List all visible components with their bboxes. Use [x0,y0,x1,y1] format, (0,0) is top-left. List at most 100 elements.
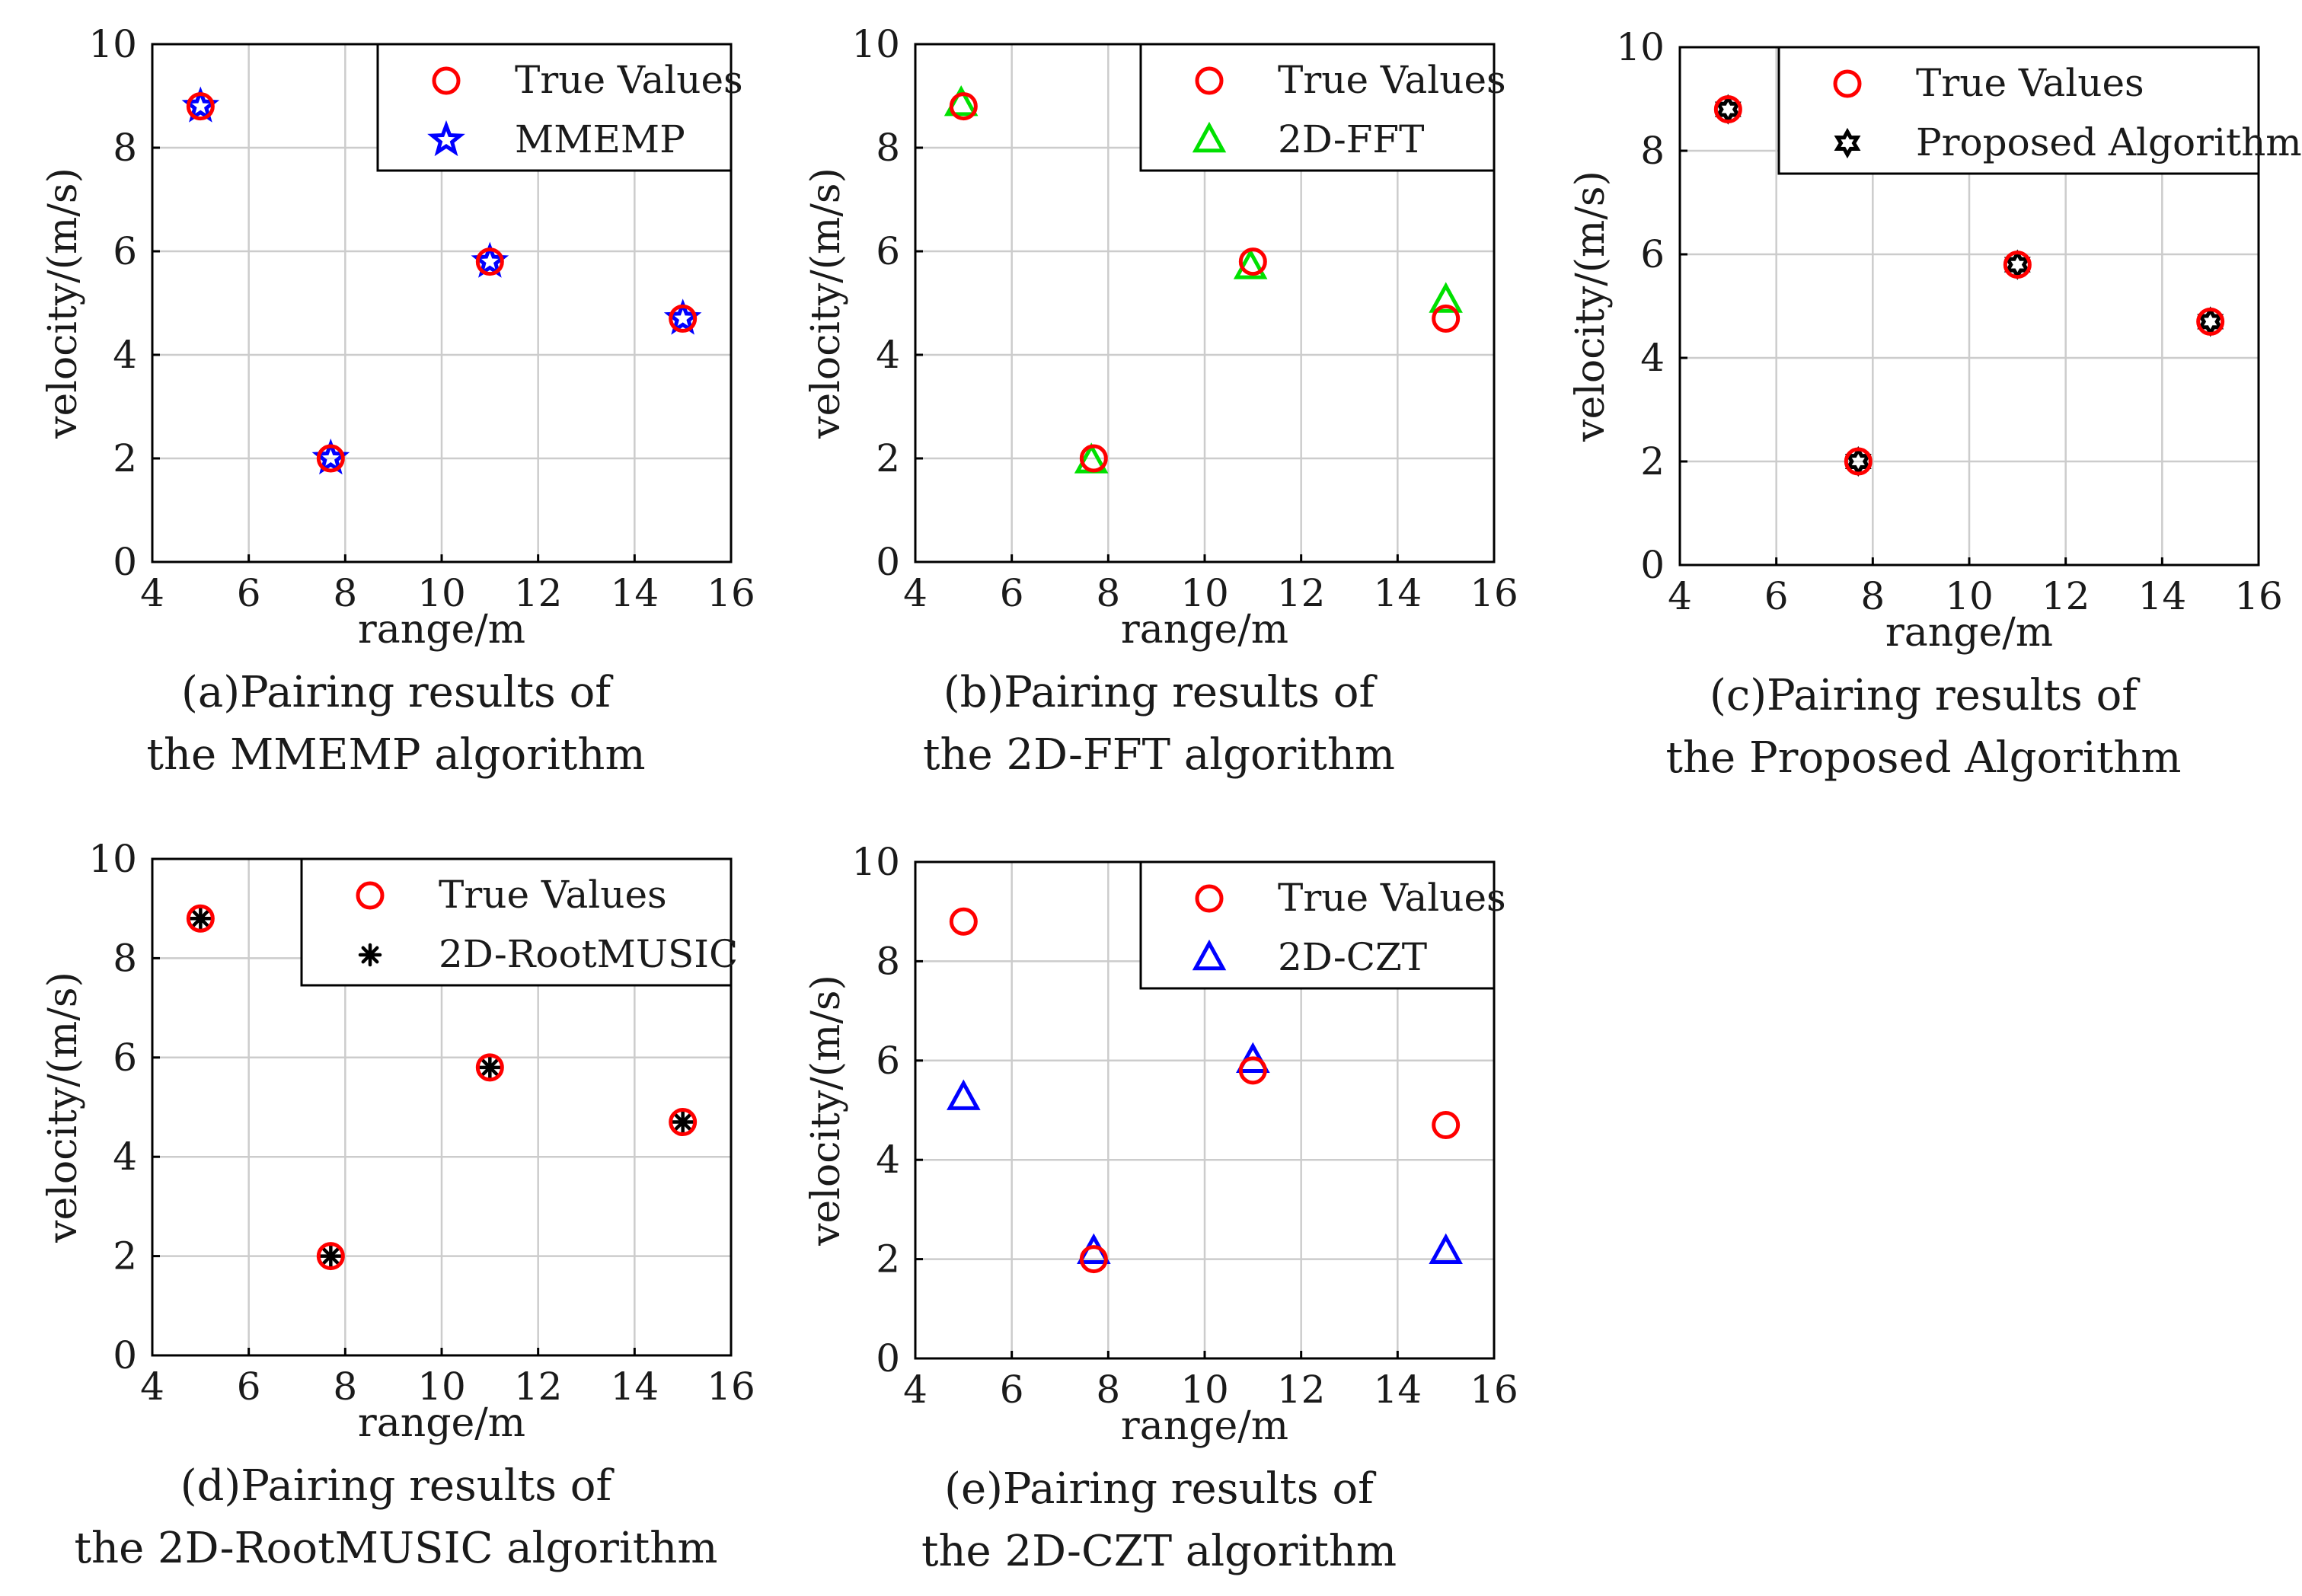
y-tick-label: 10 [88,837,137,881]
legend-label: 2D-CZT [1278,935,1427,979]
x-tick-label: 6 [237,1365,261,1409]
data-point [316,444,345,473]
x-tick-label: 10 [417,1365,466,1409]
x-tick-label: 14 [611,571,659,615]
data-point [475,1053,504,1082]
series-true-values [949,92,1461,473]
y-tick-label: 8 [113,126,137,170]
legend-box [1777,46,2260,175]
x-axis-label: range/m [1121,1403,1288,1449]
data-point [1079,444,1108,473]
data-point [1233,248,1268,279]
y-tick-label: 8 [113,936,137,980]
x-tick-label: 10 [1180,1368,1229,1412]
data-point [949,92,978,121]
legend-label: True Values [1916,61,2144,105]
data-point [669,304,698,333]
legend-marker [1834,127,1861,159]
x-axis-label: range/m [358,607,525,653]
y-tick-label: 0 [876,1336,900,1381]
legend-marker [1195,884,1224,913]
x-tick-label: 12 [1277,1368,1326,1412]
y-tick-label: 8 [1640,129,1665,173]
ticks: 4 6 8 10 12 14 16 0 2 4 6 8 10 [88,837,755,1409]
y-tick-label: 6 [876,1039,900,1083]
legend-label: True Values [1278,876,1506,920]
legend: True Values Proposed Algorithm [1777,46,2302,175]
x-tick-label: 6 [237,571,261,615]
panel-caption-line-2: the MMEMP algorithm [146,730,645,780]
y-tick-label: 0 [113,1333,137,1377]
data-point [949,907,978,936]
x-tick-label: 12 [514,1365,563,1409]
x-tick-label: 10 [1945,574,1994,618]
x-tick-label: 14 [2138,574,2187,618]
x-tick-label: 6 [1764,574,1789,618]
x-axis-label: range/m [1885,610,2053,656]
panel-a: 4 6 8 10 12 14 160246810range/mvelocity/(m/s)(… [40,22,755,780]
y-tick-label: 10 [851,22,900,66]
panel-caption-line-2: the 2D-CZT algorithm [921,1527,1397,1576]
data-point [1844,447,1873,476]
legend: True Values MMEMP [376,43,743,172]
data-point [2003,251,2032,279]
y-tick-label: 0 [1640,543,1665,587]
legend-label: True Values [439,873,667,917]
x-tick-label: 8 [1860,574,1885,618]
x-tick-label: 12 [514,571,563,615]
data-point [1432,1111,1461,1140]
series-true-values [186,92,698,473]
x-tick-label: 10 [417,571,466,615]
data-point [189,906,212,930]
x-tick-label: 4 [140,1365,164,1409]
legend-marker [1192,121,1227,153]
x-tick-label: 4 [140,571,164,615]
panel-caption-line-2: the Proposed Algorithm [1665,733,2181,783]
x-tick-label: 10 [1180,571,1229,615]
panel-caption-line-1: (c)Pairing results of [1710,671,2141,720]
x-tick-label: 14 [1374,571,1422,615]
ticks: 4 6 8 10 12 14 16 0 2 4 6 8 10 [851,22,1518,615]
y-tick-label: 8 [876,939,900,983]
asterisk-stroke [481,1058,499,1077]
y-axis-label: velocity/(m/s) [40,972,86,1243]
legend-marker [1833,69,1862,98]
x-tick-label: 12 [2042,574,2090,618]
data-point [1238,247,1267,276]
y-tick-label: 4 [876,333,900,377]
data-point [1429,282,1463,313]
panel-b: 4 6 8 10 12 14 160246810range/mvelocity/(m/s)(… [803,22,1518,780]
asterisk-stroke [674,1113,692,1132]
x-axis-label: range/m [358,1400,525,1446]
legend: True Values 2D-RootMUSIC [300,857,738,987]
x-tick-label: 8 [1096,571,1120,615]
panel-caption-line-1: (d)Pairing results of [180,1461,615,1511]
panel-caption-line-1: (b)Pairing results of [943,668,1378,717]
x-tick-label: 4 [1668,574,1692,618]
y-tick-label: 0 [876,540,900,584]
x-tick-label: 14 [1374,1368,1422,1412]
data-point [186,904,215,933]
x-tick-label: 4 [903,1368,928,1412]
panel-caption-line-1: (e)Pairing results of [944,1464,1377,1514]
legend: True Values 2D-CZT [1139,860,1506,990]
y-tick-label: 6 [113,1036,137,1080]
panel-e: 4 6 8 10 12 14 160246810range/mvelocity/(m/s)(… [803,840,1518,1576]
asterisk-stroke [191,909,209,927]
y-tick-label: 10 [1616,25,1665,69]
y-tick-label: 0 [113,540,137,584]
x-tick-label: 16 [1470,1368,1518,1412]
data-point [671,1110,694,1134]
y-axis-label: velocity/(m/s) [1568,171,1614,442]
legend: True Values 2D-FFT [1139,43,1506,172]
legend-label: 2D-RootMUSIC [439,932,738,976]
y-tick-label: 6 [876,229,900,273]
legend-label: MMEMP [515,117,685,161]
x-tick-label: 16 [707,1365,755,1409]
x-tick-label: 8 [333,571,357,615]
y-tick-label: 4 [113,1135,137,1179]
legend-label: 2D-FFT [1278,117,1424,161]
y-tick-label: 2 [1640,439,1665,484]
data-point [2196,307,2225,336]
